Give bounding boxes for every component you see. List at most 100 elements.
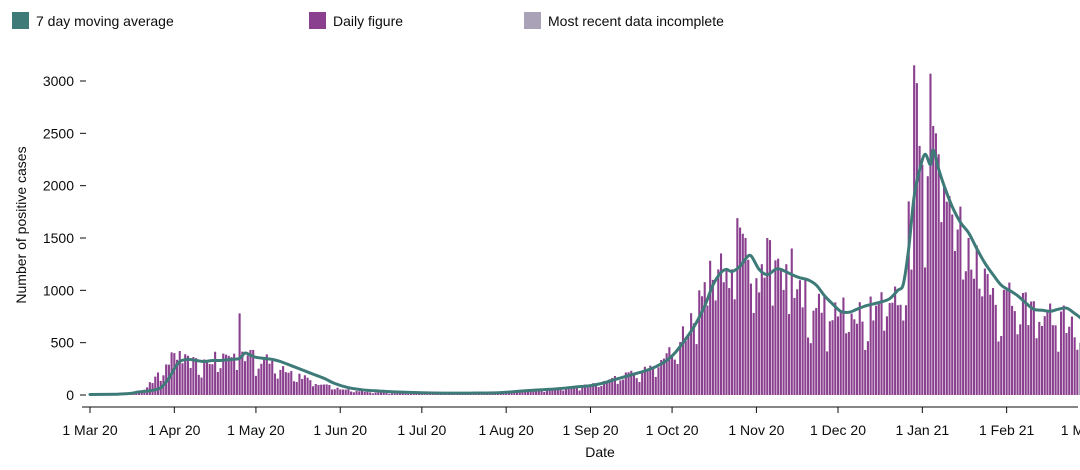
daily-bar	[613, 376, 617, 395]
daily-bars	[88, 65, 1080, 396]
daily-bar	[989, 294, 992, 395]
daily-bar	[839, 312, 842, 395]
daily-bar	[175, 359, 179, 395]
legend-item-daily-figure[interactable]: Daily figure	[309, 12, 403, 29]
x-tick-label: 1 Aug 20	[479, 422, 534, 438]
daily-bar	[807, 337, 810, 395]
daily-bar	[594, 383, 597, 395]
daily-bar	[779, 269, 782, 395]
daily-bar	[401, 392, 404, 395]
daily-bar	[978, 288, 981, 395]
daily-bar	[714, 300, 717, 395]
legend-item-recent-incomplete[interactable]: Most recent data incomplete	[524, 12, 724, 29]
daily-bar	[186, 355, 189, 395]
daily-bar	[423, 393, 426, 395]
daily-bar	[940, 222, 943, 395]
daily-bar	[586, 387, 589, 395]
daily-bar	[880, 292, 883, 395]
daily-bar	[390, 393, 393, 395]
daily-bar	[690, 313, 693, 395]
daily-bar	[233, 353, 236, 395]
daily-bar	[660, 360, 663, 395]
daily-bar	[246, 355, 249, 395]
daily-bar	[627, 372, 630, 395]
daily-bar	[1008, 282, 1011, 395]
daily-bar	[703, 282, 706, 395]
daily-bar	[238, 313, 241, 395]
daily-bar	[366, 391, 369, 395]
daily-bar	[325, 384, 328, 395]
daily-bar	[872, 320, 875, 395]
daily-bar	[915, 83, 918, 395]
daily-bar	[736, 218, 739, 395]
daily-bar	[1030, 301, 1033, 395]
daily-bar	[243, 361, 247, 395]
daily-bar	[578, 390, 581, 395]
daily-bar	[864, 349, 867, 395]
daily-bar	[983, 268, 986, 395]
daily-bar	[622, 379, 625, 395]
daily-bar	[592, 383, 595, 395]
daily-bar	[815, 308, 818, 395]
daily-bar	[203, 359, 206, 395]
x-tick-label: 1 May 20	[227, 422, 285, 438]
daily-bar	[739, 227, 742, 395]
daily-bar	[719, 253, 723, 395]
daily-bar	[205, 360, 209, 395]
daily-bar	[687, 334, 690, 395]
daily-bar	[303, 375, 306, 395]
daily-bar	[377, 392, 380, 395]
daily-bar	[1032, 301, 1035, 395]
daily-bar	[589, 384, 592, 395]
daily-bar	[290, 371, 293, 395]
daily-bar	[1076, 349, 1079, 395]
daily-bar	[426, 394, 429, 395]
daily-bar	[981, 296, 984, 395]
daily-bar	[869, 296, 872, 395]
daily-bar	[1040, 326, 1044, 395]
daily-bar	[744, 238, 747, 395]
daily-bar	[282, 366, 285, 395]
daily-bar	[877, 303, 880, 395]
legend-swatch-recent-incomplete	[524, 12, 541, 29]
daily-bar	[853, 319, 856, 395]
daily-bar	[907, 201, 910, 395]
daily-bar	[412, 393, 415, 395]
daily-bar	[284, 372, 287, 395]
daily-bar	[1019, 324, 1022, 395]
daily-bar	[518, 391, 521, 395]
daily-bar	[1024, 292, 1027, 395]
x-tick-label: 1 Jan 21	[895, 422, 949, 438]
daily-bar	[997, 341, 1000, 395]
daily-bar	[624, 372, 627, 395]
daily-bar	[420, 393, 423, 395]
daily-bar	[314, 384, 317, 395]
daily-bar	[847, 332, 850, 395]
daily-bar	[888, 303, 891, 395]
daily-bar	[249, 349, 252, 395]
daily-bar	[785, 264, 788, 395]
legend-item-moving-average[interactable]: 7 day moving average	[12, 12, 174, 29]
y-tick-label: 1000	[43, 282, 74, 298]
daily-bar	[575, 387, 578, 395]
daily-bar	[573, 387, 576, 395]
daily-bar	[235, 369, 238, 395]
daily-bar	[540, 390, 543, 395]
daily-bar	[894, 286, 897, 395]
daily-bar	[374, 392, 377, 395]
daily-bar	[564, 387, 568, 395]
daily-bar	[679, 342, 682, 395]
daily-bar	[972, 278, 976, 395]
daily-bar	[195, 358, 198, 395]
daily-bar	[545, 389, 549, 395]
daily-bar	[698, 290, 701, 395]
daily-bar	[567, 388, 570, 395]
daily-bar	[812, 310, 815, 395]
daily-bar	[1051, 325, 1054, 395]
daily-bar	[801, 307, 804, 395]
daily-bar	[861, 321, 864, 395]
daily-bar	[684, 340, 687, 395]
daily-bar	[404, 392, 407, 395]
daily-bar	[265, 354, 268, 395]
